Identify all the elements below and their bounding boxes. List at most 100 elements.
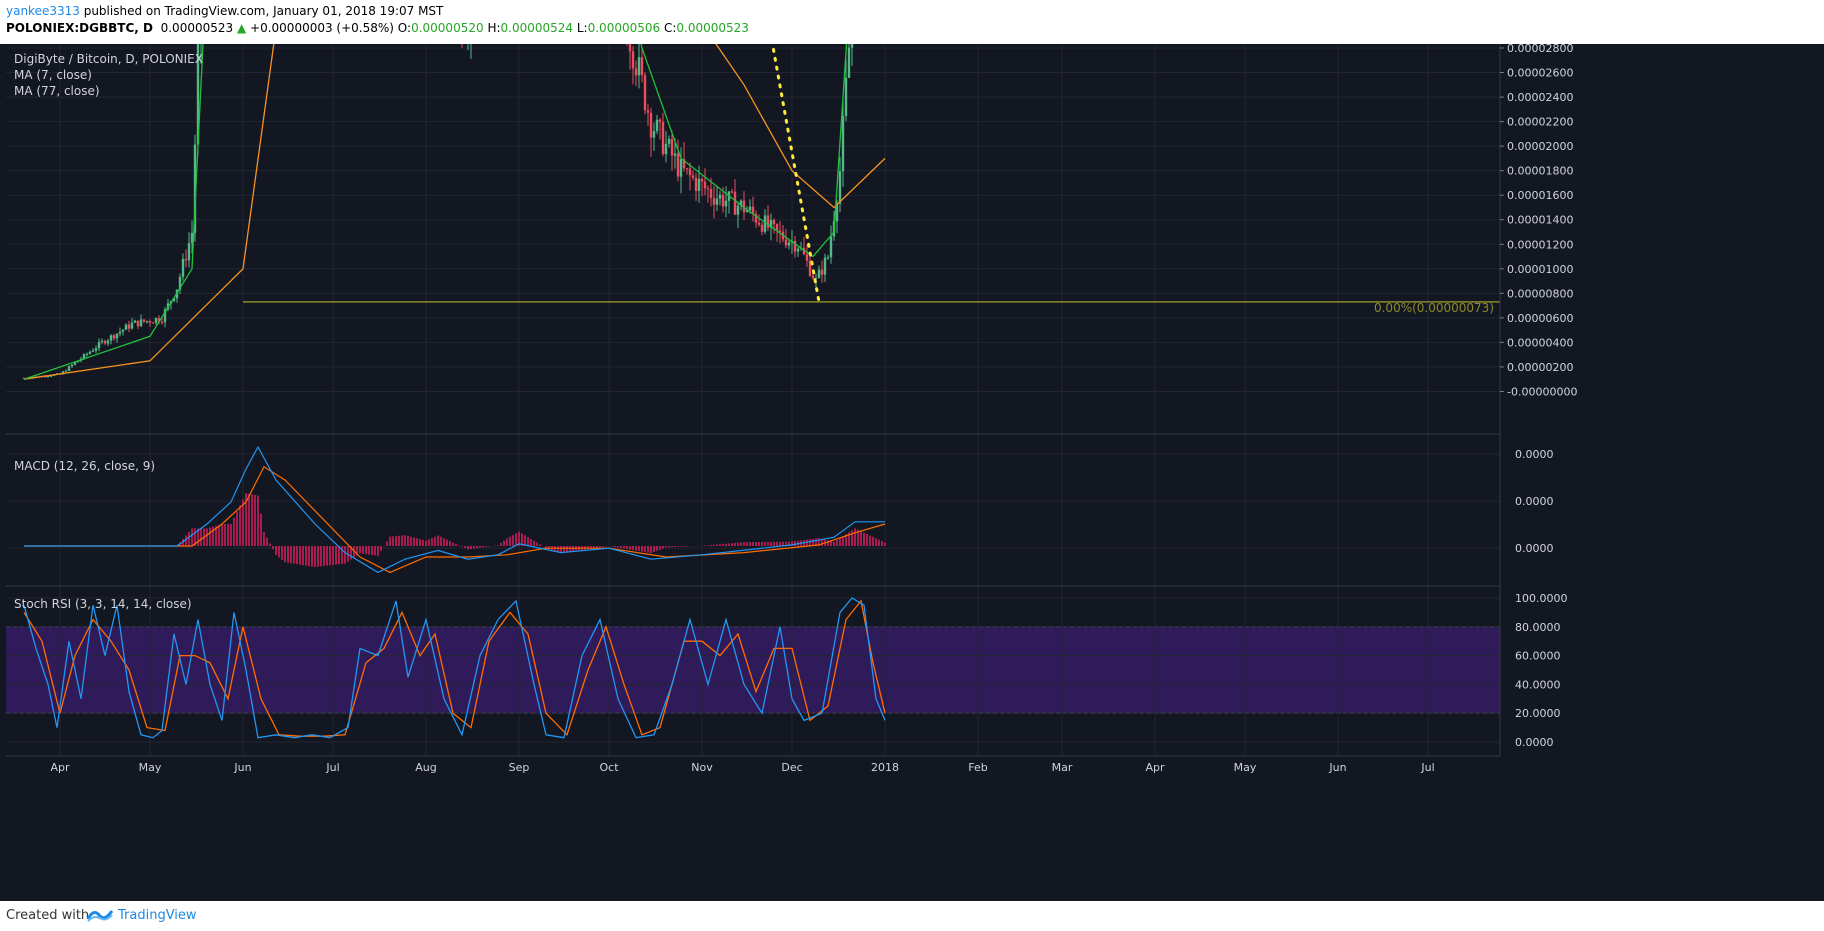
ma7-indicator-label[interactable]: MA (7, close) bbox=[14, 68, 92, 82]
x-tick-label: Jun bbox=[1328, 761, 1346, 774]
y-tick-label: 0.00001800 bbox=[1507, 165, 1573, 178]
close-value: 0.00000523 bbox=[676, 21, 749, 35]
candle-body bbox=[778, 230, 782, 232]
stoch-d-line bbox=[23, 599, 886, 737]
candle-body bbox=[706, 188, 710, 190]
candle-body bbox=[703, 181, 707, 189]
candle-body bbox=[670, 138, 674, 156]
x-tick-label: Feb bbox=[968, 761, 987, 774]
candle-body bbox=[637, 57, 641, 76]
y-tick-label: 0.00000600 bbox=[1507, 312, 1573, 325]
candle-body bbox=[763, 215, 767, 232]
candle-body bbox=[700, 178, 704, 182]
chart-canvas[interactable]: 100.00%(0.00002676)78.60%(0.00002119)61.… bbox=[0, 0, 1824, 901]
candle-body bbox=[685, 168, 689, 170]
candle-body bbox=[682, 159, 686, 169]
macd-y-tick-label: 0.0000 bbox=[1515, 495, 1554, 508]
candle-body bbox=[103, 340, 107, 344]
candle-body bbox=[154, 318, 158, 323]
candle-body bbox=[850, 0, 854, 48]
stoch-band bbox=[6, 626, 1500, 714]
candle-body bbox=[754, 213, 758, 223]
symbol-label: POLONIEX:DGBBTC, D bbox=[6, 21, 153, 35]
candle-body bbox=[139, 319, 143, 327]
candle-body bbox=[673, 153, 677, 156]
candle-body bbox=[640, 57, 644, 76]
y-tick-label: -0.00000000 bbox=[1507, 385, 1577, 398]
candle-body bbox=[70, 364, 74, 367]
candle-body bbox=[721, 194, 725, 207]
x-tick-label: Oct bbox=[599, 761, 619, 774]
candle-body bbox=[115, 333, 119, 339]
x-tick-label: Jun bbox=[233, 761, 251, 774]
candle-body bbox=[100, 340, 104, 343]
publish-line: yankee3313 published on TradingView.com,… bbox=[6, 4, 443, 18]
change-value: +0.00000003 (+0.58%) bbox=[250, 21, 394, 35]
candle-body bbox=[664, 143, 668, 155]
macd-title[interactable]: MACD (12, 26, close, 9) bbox=[14, 459, 155, 473]
stoch-y-tick-label: 40.0000 bbox=[1515, 678, 1561, 691]
y-tick-label: 0.00002200 bbox=[1507, 116, 1573, 129]
candle-body bbox=[784, 239, 788, 246]
high-value: 0.00000524 bbox=[500, 21, 574, 35]
candle-body bbox=[661, 121, 665, 155]
candle-body bbox=[196, 40, 200, 145]
stoch-y-tick-label: 80.0000 bbox=[1515, 621, 1561, 634]
chart-area[interactable]: 100.00%(0.00002676)78.60%(0.00002119)61.… bbox=[0, 0, 1824, 901]
macd-signal-line bbox=[24, 465, 886, 574]
candle-body bbox=[760, 224, 764, 232]
candle-body bbox=[751, 206, 755, 214]
candle-body bbox=[91, 350, 95, 352]
candle-body bbox=[631, 51, 635, 69]
candle-body bbox=[748, 206, 752, 211]
candle-body bbox=[46, 376, 50, 378]
y-tick-label: 0.00000200 bbox=[1507, 361, 1573, 374]
candle-body bbox=[796, 248, 800, 252]
fib-level-label: 0.00%(0.00000073) bbox=[1374, 301, 1494, 315]
candle-body bbox=[88, 351, 92, 354]
candle-body bbox=[628, 41, 632, 52]
candle-body bbox=[817, 269, 821, 278]
candle-body bbox=[757, 222, 761, 225]
stoch-rsi-title[interactable]: Stoch RSI (3, 3, 14, 14, close) bbox=[14, 597, 192, 611]
close-label: C: bbox=[663, 21, 677, 35]
candle-body bbox=[742, 200, 746, 213]
candle-body bbox=[49, 375, 53, 377]
stoch-k-line bbox=[23, 597, 886, 739]
candle-body bbox=[829, 236, 833, 258]
candle-body bbox=[691, 175, 695, 178]
candle-body bbox=[745, 210, 749, 213]
low-label: L: bbox=[576, 21, 588, 35]
ma77-indicator-label[interactable]: MA (77, close) bbox=[14, 84, 100, 98]
high-label: H: bbox=[487, 21, 501, 35]
candle-body bbox=[136, 320, 140, 327]
candle-body bbox=[94, 348, 98, 351]
candle-body bbox=[730, 191, 734, 193]
candle-body bbox=[847, 47, 851, 78]
candle-body bbox=[193, 144, 197, 233]
candle-body bbox=[679, 159, 683, 177]
candle-body bbox=[826, 257, 830, 259]
tradingview-logo-icon[interactable] bbox=[86, 907, 114, 927]
low-value: 0.00000506 bbox=[587, 21, 661, 35]
author-link[interactable]: yankee3313 bbox=[6, 4, 80, 18]
candle-body bbox=[157, 318, 161, 322]
x-tick-label: May bbox=[139, 761, 162, 774]
change-arrow-icon: ▲ bbox=[236, 21, 247, 35]
candle-body bbox=[130, 322, 134, 329]
candle-body bbox=[112, 335, 116, 339]
stoch-y-tick-label: 60.0000 bbox=[1515, 650, 1561, 663]
candle-body bbox=[835, 203, 839, 222]
y-tick-label: 0.00000800 bbox=[1507, 287, 1573, 300]
last-price: 0.00000523 bbox=[160, 21, 234, 35]
x-tick-label: May bbox=[1234, 761, 1257, 774]
x-tick-label: Dec bbox=[781, 761, 802, 774]
candle-body bbox=[838, 171, 842, 204]
candle-body bbox=[793, 240, 797, 252]
candle-body bbox=[733, 191, 737, 215]
x-tick-label: Mar bbox=[1052, 761, 1073, 774]
candle-body bbox=[694, 177, 698, 191]
x-tick-label: Apr bbox=[50, 761, 70, 774]
tradingview-link[interactable]: TradingView bbox=[118, 908, 197, 923]
x-tick-label: Jul bbox=[325, 761, 339, 774]
